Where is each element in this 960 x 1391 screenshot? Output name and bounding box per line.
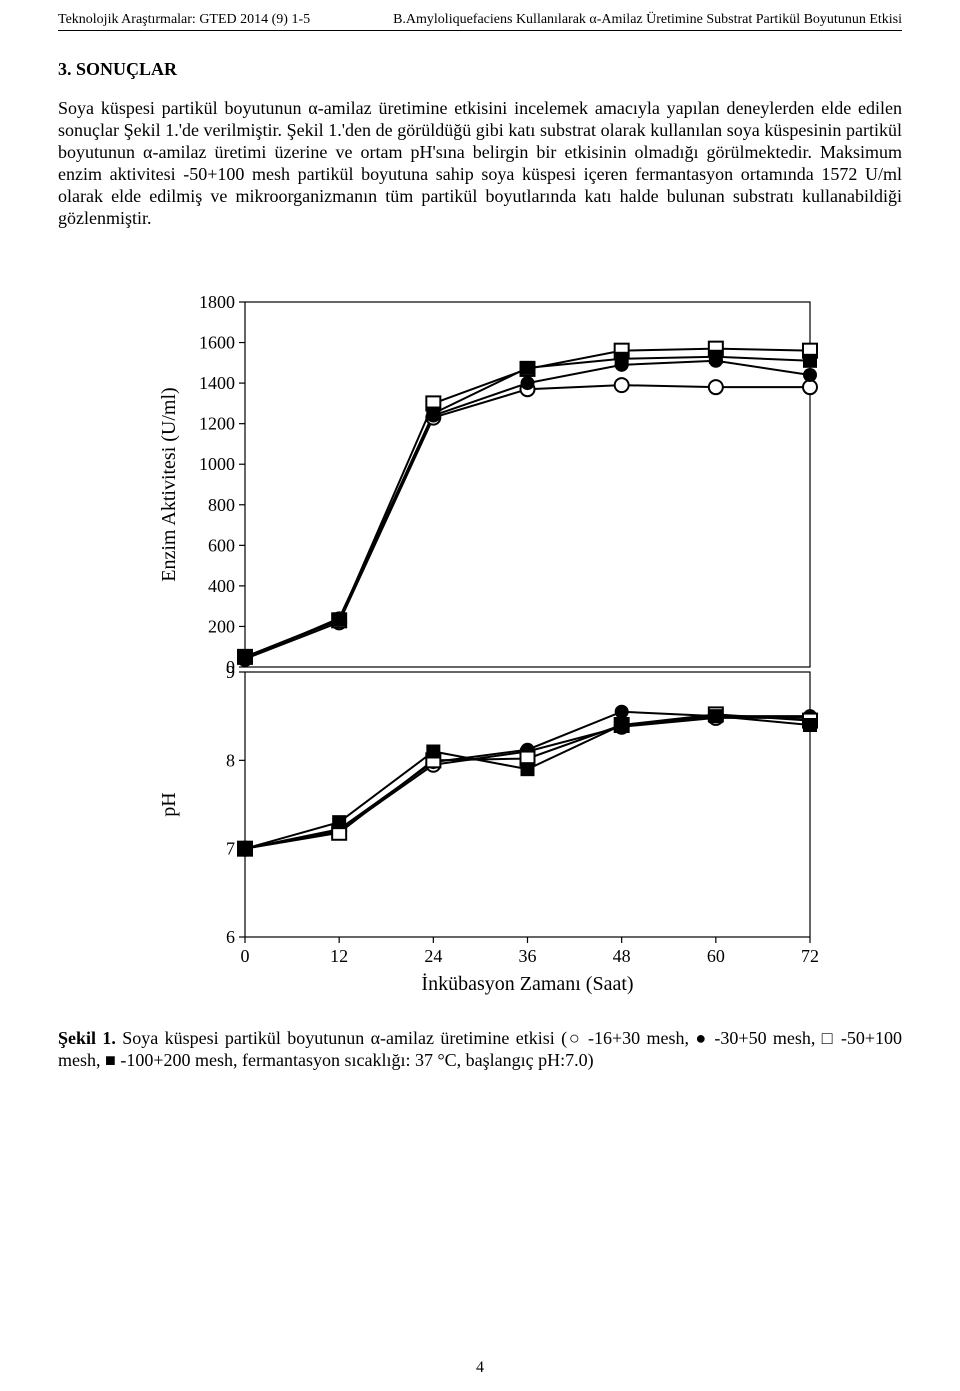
header-rule [58,30,902,31]
figure-1-caption: Şekil 1. Soya küspesi partikül boyutunun… [58,1028,902,1072]
figure-1-caption-label: Şekil 1. [58,1028,116,1048]
svg-text:9: 9 [226,662,235,682]
svg-text:6: 6 [226,927,235,947]
svg-text:400: 400 [208,576,235,596]
svg-text:0: 0 [241,946,250,966]
svg-text:8: 8 [226,750,235,770]
header-right: B.Amyloliquefaciens Kullanılarak α-Amila… [393,12,902,28]
svg-text:1800: 1800 [199,292,235,312]
svg-text:200: 200 [208,616,235,636]
svg-text:72: 72 [801,946,819,966]
section-heading: 3. SONUÇLAR [58,59,902,80]
figure-1: 0 200 400 600 800 1000 1200 1400 1600 1800 Enzim A… [130,282,830,1002]
svg-text:İnkübasyon Zamanı (Saat): İnkübasyon Zamanı (Saat) [421,972,633,995]
running-header: Teknolojik Araştırmalar: GTED 2014 (9) 1… [58,0,902,28]
svg-text:800: 800 [208,494,235,514]
body-paragraph: Soya küspesi partikül boyutunun α-amilaz… [58,98,902,230]
figure-1-caption-text: Soya küspesi partikül boyutunun α-amilaz… [58,1028,902,1070]
svg-text:1600: 1600 [199,332,235,352]
svg-text:60: 60 [707,946,725,966]
svg-text:24: 24 [424,946,442,966]
page-number: 4 [0,1359,960,1377]
svg-text:7: 7 [226,838,235,858]
svg-text:1200: 1200 [199,413,235,433]
svg-text:36: 36 [519,946,537,966]
header-left: Teknolojik Araştırmalar: GTED 2014 (9) 1… [58,12,310,28]
svg-text:1400: 1400 [199,373,235,393]
svg-text:600: 600 [208,535,235,555]
figure-1-svg: 0 200 400 600 800 1000 1200 1400 1600 1800 Enzim A… [130,282,830,1002]
svg-text:12: 12 [330,946,348,966]
svg-text:1000: 1000 [199,454,235,474]
svg-text:pH: pH [158,792,180,816]
svg-text:48: 48 [613,946,631,966]
svg-text:Enzim Aktivitesi (U/ml): Enzim Aktivitesi (U/ml) [158,387,180,581]
